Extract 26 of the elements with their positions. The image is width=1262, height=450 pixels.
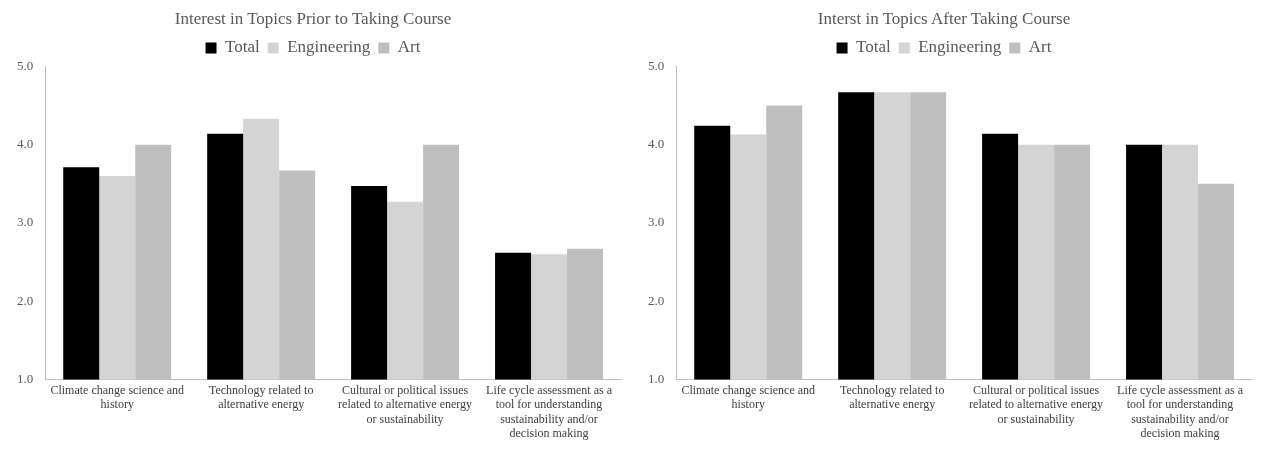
x-tick-label: Climate change science and history [681, 382, 816, 412]
legend-label: Total [225, 37, 260, 57]
y-tick-label: 2.0 [648, 292, 665, 308]
y-tick-label: 5.0 [648, 57, 665, 73]
x-tick-label: Cultural or political issues related to alternative energy or sustainability [338, 382, 473, 426]
legend-label: Engineering [918, 37, 1002, 57]
legend-label: Art [1028, 37, 1052, 57]
y-tick-label: 1.0 [17, 370, 34, 386]
y-tick-label: 4.0 [17, 136, 34, 152]
y-tick-label: 5.0 [17, 57, 34, 73]
x-tick-label: Technology related to alternative energy [208, 382, 314, 412]
x-tick-label: Climate change science and history [50, 382, 185, 412]
y-tick-label: 3.0 [648, 214, 665, 230]
y-tick-label: 3.0 [17, 214, 34, 230]
y-tick-label: 4.0 [648, 136, 665, 152]
x-tick-label: Cultural or political issues related to alternative energy or sustainability [969, 382, 1104, 426]
chart-title: Interst in Topics After Taking Course [817, 8, 1071, 28]
legend-label: Art [397, 37, 421, 57]
legend-label: Total [856, 37, 891, 57]
legend-label: Engineering [287, 37, 371, 57]
y-tick-label: 1.0 [648, 370, 665, 386]
x-tick-label: Life cycle assessment as a tool for understanding sustainability and/or decision making [486, 382, 613, 440]
x-tick-label: Life cycle assessment as a tool for understanding sustainability and/or decision making [1117, 382, 1244, 440]
y-tick-label: 2.0 [17, 292, 34, 308]
chart-title: Interest in Topics Prior to Taking Course [174, 8, 452, 28]
x-tick-label: Technology related to alternative energy [839, 382, 945, 412]
